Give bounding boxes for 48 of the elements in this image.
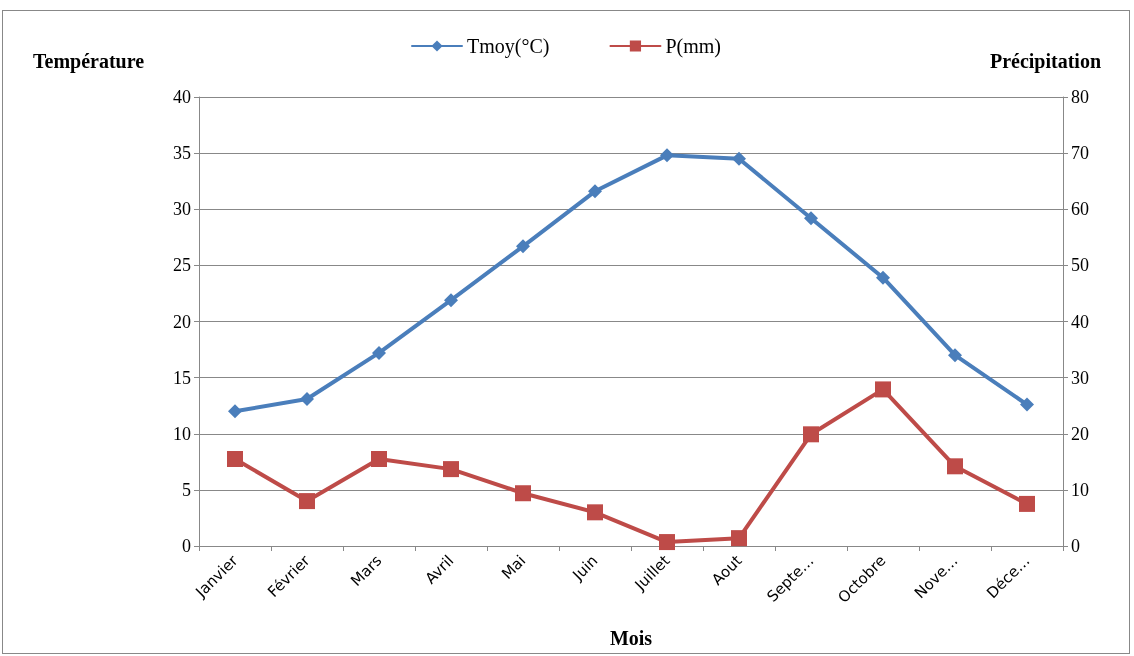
y2-tick-label: 10 bbox=[1071, 479, 1089, 500]
y-tick-label: 15 bbox=[173, 367, 191, 388]
point bbox=[587, 504, 603, 521]
point bbox=[1020, 397, 1034, 412]
x-axis-title: Mois bbox=[609, 627, 653, 649]
y2-tick-label: 70 bbox=[1071, 143, 1089, 164]
point bbox=[443, 461, 459, 478]
point bbox=[299, 493, 315, 510]
point bbox=[948, 348, 962, 363]
point bbox=[947, 458, 963, 475]
point bbox=[804, 211, 818, 226]
point bbox=[516, 239, 530, 254]
point bbox=[659, 534, 675, 551]
y2-tick-label: 0 bbox=[1071, 536, 1080, 556]
point bbox=[515, 485, 531, 502]
y2-tick-label: 30 bbox=[1071, 367, 1089, 388]
point bbox=[228, 404, 242, 419]
point bbox=[372, 345, 386, 360]
point bbox=[227, 451, 243, 468]
y-tick-label: 40 bbox=[173, 87, 191, 107]
point bbox=[660, 148, 674, 163]
point bbox=[875, 381, 891, 398]
y-axis-title: Température bbox=[33, 50, 145, 73]
y2-tick-label: 20 bbox=[1071, 423, 1089, 444]
y2-tick-label: 40 bbox=[1071, 311, 1089, 332]
point bbox=[371, 451, 387, 468]
point bbox=[444, 293, 458, 308]
y-tick-label: 20 bbox=[173, 311, 191, 332]
point bbox=[588, 184, 602, 199]
x-tick-label: Mai bbox=[498, 551, 530, 583]
y-tick-label: 35 bbox=[173, 143, 191, 164]
legend-label: Tmoy(°C) bbox=[467, 35, 550, 58]
point bbox=[732, 151, 746, 166]
point bbox=[300, 391, 314, 406]
y2-tick-label: 50 bbox=[1071, 255, 1089, 276]
point bbox=[1019, 495, 1035, 512]
point bbox=[876, 270, 890, 285]
legend-label: P(mm) bbox=[665, 35, 721, 58]
y2-axis-title: Précipitation bbox=[989, 50, 1102, 73]
y-tick-label: 0 bbox=[182, 536, 191, 556]
y-tick-label: 25 bbox=[173, 255, 191, 276]
y-tick-label: 30 bbox=[173, 199, 191, 220]
y-tick-label: 10 bbox=[173, 423, 191, 444]
y2-tick-label: 80 bbox=[1071, 87, 1089, 107]
y2-tick-label: 60 bbox=[1071, 199, 1089, 220]
y-tick-label: 5 bbox=[182, 479, 191, 500]
point bbox=[731, 530, 747, 547]
point bbox=[803, 426, 819, 443]
